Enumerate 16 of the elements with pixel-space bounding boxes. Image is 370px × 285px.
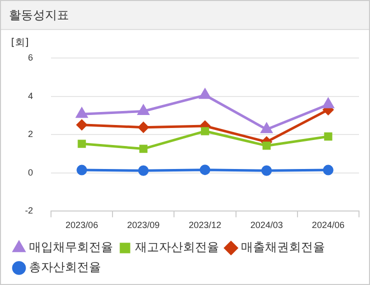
legend-label: 매출채권회전율 xyxy=(241,240,325,254)
y-tick-label: -2 xyxy=(24,206,33,216)
legend-label: 재고자산회전율 xyxy=(135,240,219,254)
y-tick-label: 4 xyxy=(28,90,33,101)
x-tick-label: 2024/03 xyxy=(250,220,283,230)
legend-label: 매입채무회전율 xyxy=(29,240,113,254)
x-tick-label: 2023/06 xyxy=(66,220,98,230)
legend-label: 총자산회전율 xyxy=(29,260,101,274)
y-tick-label: 6 xyxy=(28,52,33,62)
chart-title: 활동성지표 xyxy=(1,1,369,30)
y-tick-label: 2 xyxy=(28,129,33,140)
y-tick-label: 0 xyxy=(28,167,33,178)
y-axis-title: [회] xyxy=(11,38,29,49)
x-tick-label: 2024/06 xyxy=(312,220,344,230)
x-tick-label: 2023/12 xyxy=(188,220,222,230)
x-tick-label: 2023/09 xyxy=(127,220,160,230)
